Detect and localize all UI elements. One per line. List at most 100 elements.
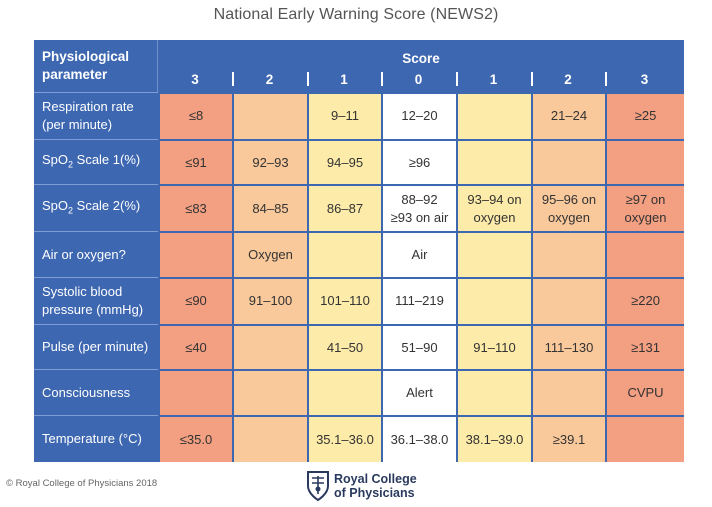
score-cell: [531, 138, 605, 185]
score-cell: 91–100: [232, 276, 307, 324]
table-row: SpO2 Scale 2(%) ≤83 84–85 86–87 88–92 ≥93 on …: [34, 184, 685, 232]
score-cell: [456, 138, 531, 185]
score-cell: 92–93: [232, 138, 307, 185]
parameter-label-line: (per minute): [42, 116, 113, 132]
score-cell: [456, 369, 531, 416]
score-cell-value: 111–130: [544, 339, 594, 355]
score-cell-value: 38.1–39.0: [465, 431, 524, 447]
score-cell-value: ≥220: [631, 293, 660, 309]
score-cell: [307, 369, 381, 416]
score-cell: [307, 231, 381, 277]
score-cell-value: oxygen: [548, 209, 590, 225]
copyright-text: © Royal College of Physicians 2018: [6, 478, 158, 489]
score-cell: 12–20: [381, 92, 456, 139]
parameter-label-line: Respiration rate: [42, 98, 134, 114]
score-cell: Alert: [381, 369, 456, 416]
score-cell-value: Alert: [406, 385, 433, 401]
score-cell-value: 12–20: [401, 108, 438, 124]
score-cell-value: Oxygen: [248, 247, 293, 263]
score-cell: ≥97 on oxygen: [605, 184, 685, 232]
parameter-label: Consciousness: [34, 369, 158, 416]
score-cell-value: 9–11: [331, 108, 359, 124]
score-cell: ≤83: [158, 184, 232, 232]
score-cell-value: ≥93 on air: [390, 209, 449, 225]
parameter-label-line: Systolic blood: [42, 283, 123, 299]
score-cell-value: 35.1–36.0: [316, 431, 374, 447]
score-cell: [605, 138, 685, 185]
parameter-label-subscript: 2: [68, 205, 74, 216]
parameter-label: Temperature (°C): [34, 415, 158, 462]
table-row: Pulse (per minute) ≤40 41–50 51–90 91–110 111…: [34, 323, 685, 370]
score-cell-value: ≥131: [631, 339, 660, 355]
table-row: Systolic blood pressure (mmHg) ≤90 91–100 10…: [34, 276, 685, 324]
score-cell-value: 111–219: [395, 293, 444, 309]
score-cell: ≤40: [158, 323, 232, 370]
score-cell-value: ≤35.0: [179, 431, 213, 447]
score-cell: 88–92 ≥93 on air: [381, 184, 456, 232]
score-col-0: 0: [381, 66, 456, 92]
score-cell: [531, 276, 605, 324]
parameter-label: Pulse (per minute): [34, 323, 158, 370]
score-cell: [232, 415, 307, 462]
param-header: Physiological parameter: [34, 40, 158, 92]
score-cell-value: Air: [411, 247, 428, 263]
score-cell-value: ≤40: [185, 339, 207, 355]
score-header: Score: [402, 51, 440, 66]
score-cell-value: 41–50: [326, 339, 364, 355]
table-row: Temperature (°C) ≤35.0 35.1–36.0 36.1–38.0 3…: [34, 415, 685, 462]
score-cell: [531, 369, 605, 416]
score-cell-value: ≤83: [185, 200, 207, 216]
score-cell-value: 88–92: [401, 191, 438, 207]
score-cell: 51–90: [381, 323, 456, 370]
score-cell-value: 92–93: [252, 154, 289, 170]
table-row: Air or oxygen? Oxygen Air: [34, 231, 685, 277]
page-title: National Early Warning Score (NEWS2): [213, 6, 499, 23]
parameter-label-line: pressure (mmHg): [42, 301, 144, 317]
score-cell: [456, 92, 531, 139]
score-cell: ≥25: [605, 92, 685, 139]
score-cell: 36.1–38.0: [381, 415, 456, 462]
parameter-label-text: SpO: [42, 198, 69, 214]
param-header-line1: Physiological: [42, 49, 130, 64]
score-cell: ≤90: [158, 276, 232, 324]
score-cell: 95–96 on oxygen: [531, 184, 605, 232]
logo-line2: of Physicians: [334, 486, 415, 500]
score-cell-value: CVPU: [627, 385, 664, 401]
score-cell: ≤35.0: [158, 415, 232, 462]
score-col-2-high: 2: [531, 66, 605, 92]
score-cell: [158, 369, 232, 416]
score-cell-value: 84–85: [252, 200, 289, 216]
parameter-label-line: Consciousness: [42, 384, 131, 400]
score-col-2-low: 2: [232, 66, 307, 92]
score-cell-value: 91–110: [473, 339, 516, 355]
score-col-3-high: 3: [605, 66, 684, 92]
score-cell: ≥131: [605, 323, 685, 370]
score-cell-value: 51–90: [401, 339, 438, 355]
parameter-label-text: SpO: [42, 151, 69, 167]
score-cell: 86–87: [307, 184, 381, 232]
score-cell: ≥96: [381, 138, 456, 185]
score-col-1-high: 1: [456, 66, 531, 92]
score-cell-value: ≥97 on: [625, 191, 666, 207]
news2-table: Physiological parameter Score 3 2 1 0 1 …: [34, 40, 685, 462]
score-cell: 84–85: [232, 184, 307, 232]
score-cell-value: 86–87: [326, 200, 364, 216]
score-cell-value: 36.1–38.0: [390, 431, 449, 447]
logo-line1: Royal College: [334, 472, 417, 486]
score-cell: [531, 231, 605, 277]
score-cell-value: 21–24: [550, 108, 588, 124]
parameter-label-line: Air or oxygen?: [42, 246, 126, 262]
parameter-label: SpO2 Scale 2(%): [34, 184, 158, 232]
score-cell-value: 91–100: [248, 293, 293, 309]
score-cell-value: 95–96 on: [541, 191, 597, 207]
score-cell: 93–94 on oxygen: [456, 184, 531, 232]
parameter-label-text: Scale 1(%): [73, 151, 141, 167]
parameter-label-text: Scale 2(%): [73, 198, 141, 214]
score-cell: 111–130: [531, 323, 605, 370]
crest-icon: [307, 471, 329, 502]
parameter-label: Systolic blood pressure (mmHg): [34, 276, 158, 324]
parameter-label-subscript: 2: [68, 159, 74, 170]
score-cell: [158, 231, 232, 277]
score-col-3-low: 3: [191, 71, 199, 87]
score-cell: [232, 323, 307, 370]
